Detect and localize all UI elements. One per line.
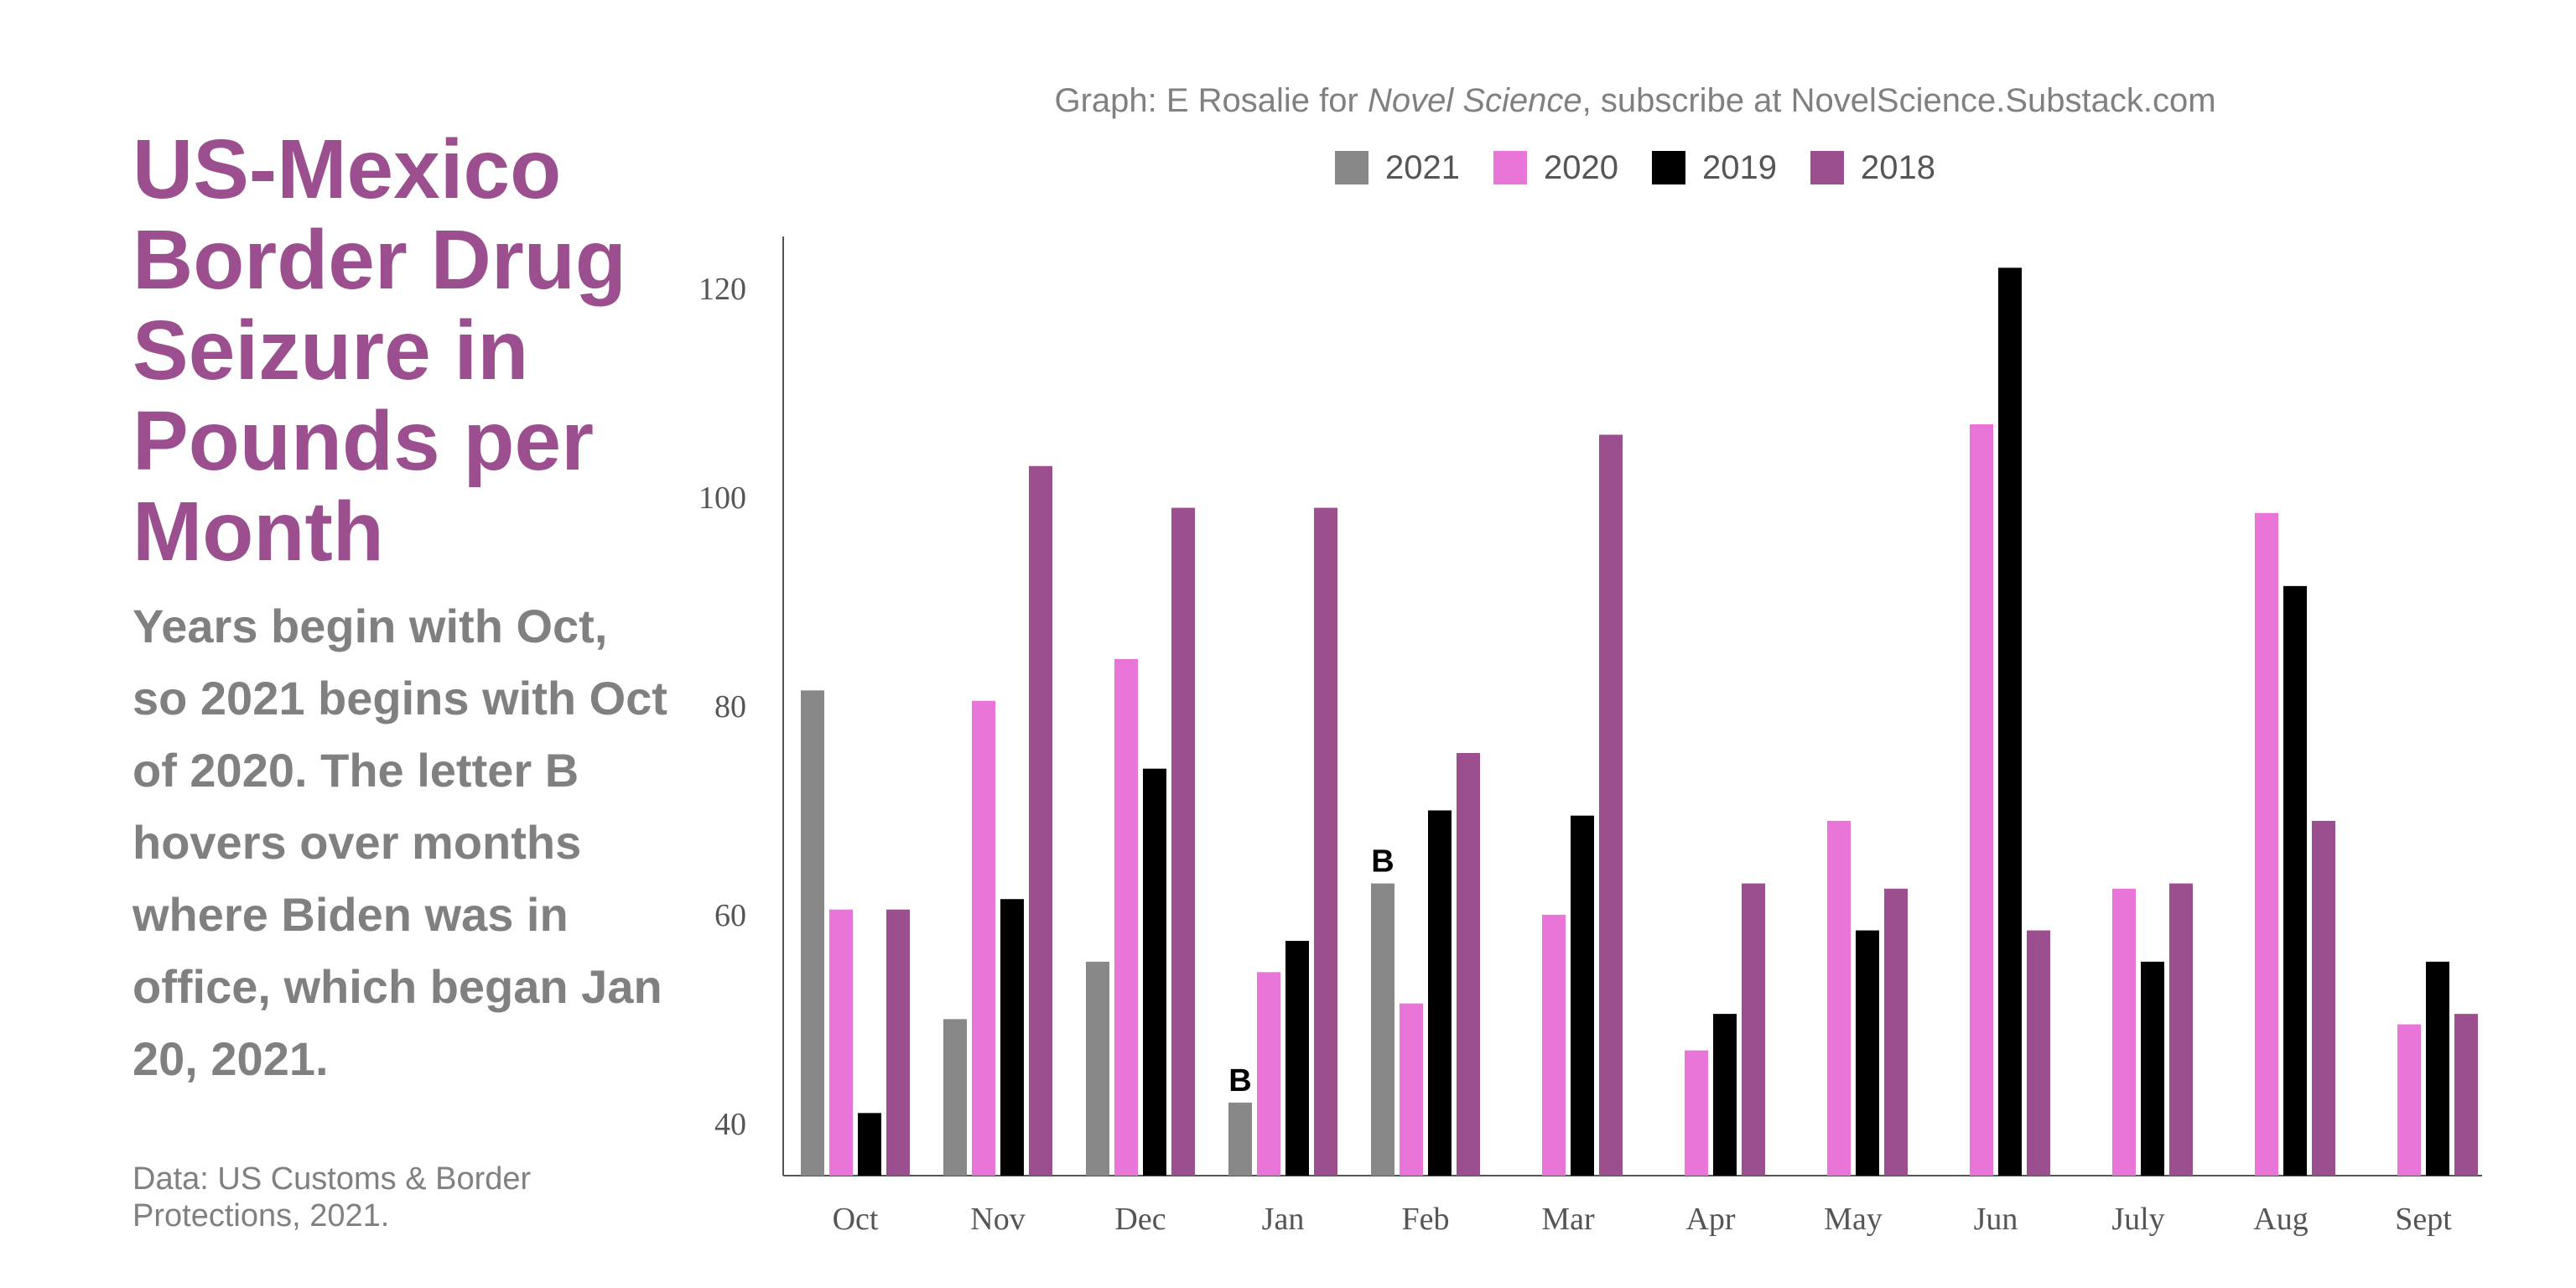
x-tick-label: Jan (1262, 1202, 1305, 1237)
legend-item-2021: 2021 (1335, 148, 1460, 188)
bar-2018-Sept (2454, 1014, 2478, 1176)
data-source-note: Data: US Customs & Border Protections, 2… (132, 1161, 532, 1233)
bar-2019-Sept (2426, 961, 2449, 1176)
bar-2019-Oct (858, 1113, 881, 1176)
legend-label-2018: 2018 (1860, 149, 1935, 186)
bar-2020-Nov (972, 700, 995, 1176)
x-tick-label: Apr (1685, 1202, 1735, 1237)
bar-2018-Jan (1314, 507, 1337, 1176)
legend: 2021 2020 2019 2018 (0, 148, 2576, 188)
biden-marker: B (1228, 1063, 1251, 1098)
legend-items: 2021 2020 2019 2018 (1335, 148, 1935, 188)
bar-2021-Jan (1228, 1102, 1252, 1176)
bar-2020-May (1827, 820, 1851, 1176)
x-tick-label: Mar (1541, 1202, 1595, 1237)
y-tick-label: 120 (699, 272, 746, 307)
bar-2019-July (2141, 961, 2164, 1176)
bar-2019-May (1856, 930, 1879, 1176)
y-tick-label: 80 (714, 689, 746, 724)
legend-item-2018: 2018 (1810, 148, 1935, 188)
credit-suffix: , subscribe at NovelScience.Substack.com (1581, 82, 2216, 119)
legend-item-2019: 2019 (1652, 148, 1777, 188)
legend-label-2019: 2019 (1702, 149, 1777, 186)
x-tick-label: Jun (1974, 1202, 2018, 1237)
chart-subtitle: Years begin with Oct, so 2021 begins wit… (132, 600, 667, 1085)
bar-2020-Aug (2255, 512, 2278, 1176)
bar-2021-Feb (1371, 883, 1394, 1176)
legend-label-2021: 2021 (1385, 149, 1461, 186)
bar-2021-Nov (943, 1019, 967, 1176)
legend-swatch-2019 (1652, 151, 1685, 184)
bar-2018-May (1884, 888, 1908, 1176)
bar-2018-Jun (2027, 930, 2050, 1176)
y-tick-label: 40 (714, 1107, 746, 1142)
graph-credit: Graph: E Rosalie for Novel Science, subs… (755, 80, 2516, 121)
credit-prefix: Graph: E Rosalie for (1054, 82, 1368, 119)
bar-2020-Apr (1685, 1050, 1708, 1176)
bar-2021-Dec (1086, 961, 1109, 1176)
bar-2018-Oct (886, 909, 910, 1176)
bar-2019-Jan (1285, 941, 1309, 1176)
bar-2018-Dec (1171, 507, 1195, 1176)
x-tick-label: Feb (1402, 1202, 1450, 1237)
credit-publication: Novel Science (1367, 82, 1582, 119)
bar-2018-Nov (1029, 465, 1052, 1176)
x-tick-label: May (1824, 1202, 1883, 1237)
bar-2020-Sept (2397, 1024, 2421, 1176)
x-tick-label: Nov (970, 1202, 1025, 1237)
bar-2020-Feb (1400, 1003, 1423, 1176)
bar-2020-Jan (1257, 972, 1280, 1176)
bar-2018-Apr (1742, 883, 1765, 1176)
bar-2018-Feb (1457, 753, 1480, 1176)
bar-2019-Aug (2283, 585, 2307, 1176)
bar-2019-Dec (1143, 768, 1166, 1176)
bar-2019-Feb (1428, 810, 1452, 1176)
bar-2019-Mar (1571, 815, 1594, 1176)
x-tick-label: Aug (2253, 1202, 2308, 1237)
bar-2020-July (2112, 888, 2136, 1176)
bar-2018-July (2169, 883, 2193, 1176)
chart-title: US-Mexico Border Drug Seizure in Pounds … (132, 122, 626, 579)
bar-2020-Jun (1970, 424, 1993, 1176)
legend-swatch-2021 (1335, 151, 1369, 184)
y-tick-label: 100 (699, 480, 746, 516)
bar-2020-Mar (1542, 914, 1566, 1176)
bar-2020-Oct (829, 909, 853, 1176)
bar-2018-Mar (1599, 434, 1623, 1176)
legend-item-2020: 2020 (1493, 148, 1618, 188)
legend-swatch-2020 (1493, 151, 1528, 184)
x-tick-label: Sept (2395, 1202, 2452, 1237)
y-tick-label: 60 (714, 898, 746, 933)
legend-swatch-2018 (1810, 151, 1844, 184)
x-tick-label: Dec (1114, 1202, 1166, 1237)
bar-2019-Apr (1713, 1014, 1737, 1176)
x-tick-label: Oct (833, 1202, 879, 1237)
bar-2021-Oct (801, 690, 824, 1176)
bar-2019-Nov (1000, 899, 1024, 1176)
bar-2020-Dec (1114, 659, 1138, 1176)
bar-2019-Jun (1998, 267, 2022, 1176)
bar-2018-Aug (2312, 820, 2335, 1176)
x-tick-label: July (2111, 1202, 2164, 1237)
legend-label-2020: 2020 (1544, 149, 1618, 186)
biden-marker: B (1371, 844, 1394, 880)
